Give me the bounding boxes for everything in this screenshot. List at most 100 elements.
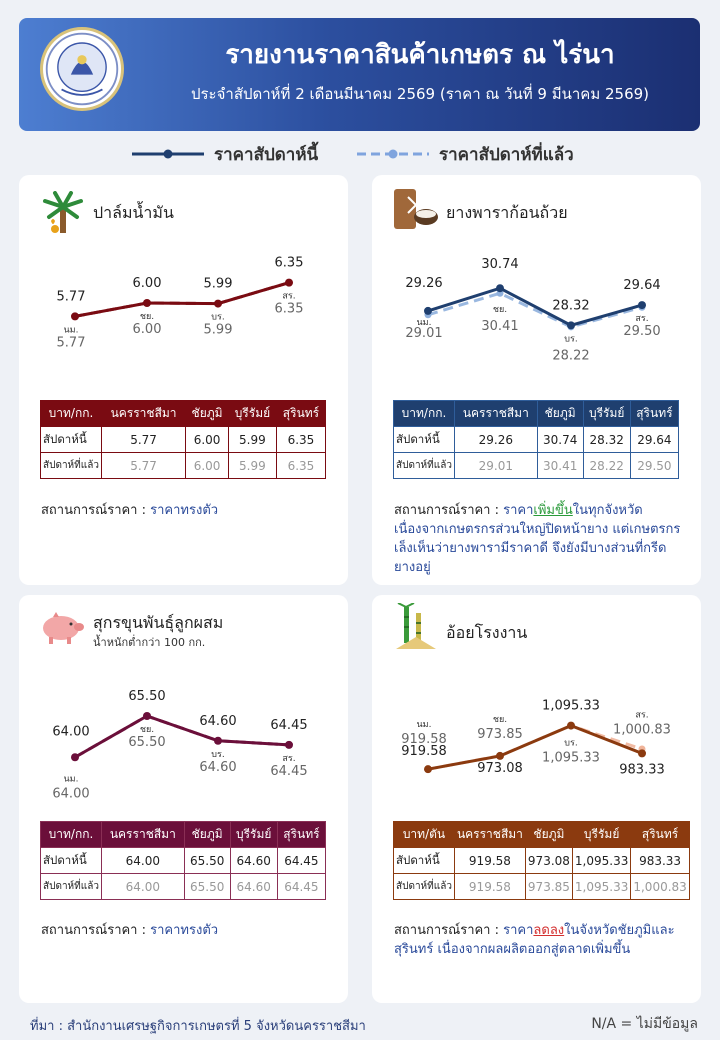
table-header-row: บาท/กก. นครราชสีมา ชัยภูมิ บุรีรัมย์ สุรินทร… [393, 400, 680, 427]
table-header-province: นครราชสีมา [100, 400, 187, 427]
table-cell-this-week: 64.45 [276, 847, 327, 874]
agency-seal-icon [40, 27, 124, 111]
point-this-week [638, 749, 646, 758]
status-text: ราคา [503, 503, 534, 518]
data-label-this-week: 6.35 [275, 256, 304, 271]
oil-palm-price-table: บาท/กก. นครราชสีมา ชัยภูมิ บุรีรัมย์ สุรินทร… [40, 400, 327, 479]
province-abbrev-label: บร. [211, 750, 224, 760]
sugarcane-price-table: บาท/ตัน นครราชสีมา ชัยภูมิ บุรีรัมย์ สุรินทร… [393, 821, 690, 900]
table-header-province: สุรินทร์ [630, 821, 690, 848]
point-this-week [285, 740, 293, 749]
table-cell-last-week: 6.35 [275, 452, 327, 479]
table-header-province: นครราชสีมา [100, 821, 185, 848]
series-this-week-line [427, 723, 643, 771]
table-cell-this-week: 64.60 [229, 847, 278, 874]
sugarcane-line-chart: 919.58 นม. 919.58 973.08 ชย. 973.85 1,095.33 บร… [401, 699, 671, 778]
table-row-last-week: สัปดาห์ที่แล้ว 919.58 973.85 1,095.33 1,000.… [393, 873, 690, 900]
province-abbrev-label: ชย. [493, 715, 507, 725]
data-label-this-week: 64.45 [270, 718, 307, 733]
pig-status: สถานการณ์ราคา : ราคาทรงตัว [41, 921, 331, 940]
point-this-week [143, 299, 151, 307]
table-cell-this-week: 983.33 [630, 847, 690, 874]
table-cell-this-week: 1,095.33 [571, 847, 632, 874]
data-label-last-week: 28.22 [552, 348, 589, 363]
row-label-last-week: สัปดาห์ที่แล้ว [393, 873, 455, 900]
table-cell-last-week: 65.50 [183, 873, 231, 900]
rubber-price-table: บาท/กก. นครราชสีมา ชัยภูมิ บุรีรัมย์ สุรินทร… [393, 400, 680, 479]
table-cell-this-week: 6.35 [275, 426, 327, 453]
legend-dashed-line-icon [357, 149, 429, 159]
table-row-this-week: สัปดาห์นี้ 64.00 65.50 64.60 64.45 [40, 847, 327, 874]
province-abbrev-label: นม. [417, 318, 432, 328]
status-text: ในทุกจังหวัด เนื่องจากเกษตรกรส่วนใหญ่ปิด… [394, 503, 681, 575]
table-header-province: ชัยภูมิ [536, 400, 584, 427]
data-label-last-week: 919.58 [401, 732, 447, 747]
report-title: รายงานราคาสินค้าเกษตร ณ ไร่นา [225, 40, 615, 70]
legend-solid-line-icon [132, 149, 204, 159]
card-oil-palm: ปาล์มน้ำมัน 5.77 นม. 5.77 6.00 ชย. 6.00 5.99 บร… [19, 175, 348, 585]
point-this-week [567, 721, 575, 730]
table-cell-last-week: 5.77 [100, 452, 187, 479]
province-abbrev-label: นม. [417, 720, 432, 730]
point-this-week [143, 712, 151, 720]
province-abbrev-label: บร. [211, 313, 224, 323]
data-label-this-week: 983.33 [619, 762, 665, 777]
source-note: ที่มา : สำนักงานเศรษฐกิจการเกษตรที่ 5 จั… [30, 1019, 366, 1034]
data-label-this-week: 29.64 [623, 278, 660, 293]
point-this-week [424, 306, 432, 315]
table-header-row: บาท/กก. นครราชสีมา ชัยภูมิ บุรีรัมย์ สุรินทร… [40, 400, 327, 427]
report-header [19, 18, 700, 131]
legend-last-week-label: ราคาสัปดาห์ที่แล้ว [439, 144, 574, 165]
data-label-last-week: 973.85 [477, 727, 523, 742]
table-cell-last-week: 919.58 [453, 873, 526, 900]
table-header-province: สุรินทร์ [275, 400, 327, 427]
oil-palm-status: สถานการณ์ราคา : ราคาทรงตัว [41, 501, 331, 520]
point-this-week [424, 765, 432, 774]
province-abbrev-label: สร. [282, 754, 295, 764]
table-cell-this-week: 29.64 [629, 426, 680, 453]
rubber-cup-icon [392, 187, 440, 239]
status-label: สถานการณ์ราคา : [394, 503, 504, 518]
card-title-sugarcane: อ้อยโรงงาน [446, 623, 528, 642]
legend-this-week-label: ราคาสัปดาห์นี้ [214, 144, 319, 165]
province-abbrev-label: สร. [282, 292, 295, 302]
status-label: สถานการณ์ราคา : [41, 503, 151, 518]
chart-legend: ราคาสัปดาห์นี้ ราคาสัปดาห์ที่แล้ว [0, 143, 720, 165]
data-label-last-week: 30.41 [481, 319, 518, 334]
table-header-province: นครราชสีมา [453, 821, 526, 848]
card-rubber: ยางพาราก้อนถ้วย 29.26 นม. 29.01 30.74 ชย. 30.… [372, 175, 701, 585]
data-label-this-week: 64.00 [52, 724, 89, 739]
data-label-last-week: 6.00 [133, 322, 162, 337]
table-header-province: ชัยภูมิ [524, 821, 573, 848]
point-this-week [496, 751, 504, 760]
data-label-this-week: 29.26 [405, 276, 442, 291]
rubber-line-chart: 29.26 นม.29.01 30.74 ชย. 30.41 28.32 บร. 28.22 2… [405, 257, 660, 363]
table-cell-last-week: 6.00 [185, 452, 229, 479]
data-label-last-week: 5.77 [57, 335, 86, 350]
table-cell-this-week: 919.58 [453, 847, 526, 874]
row-label-this-week: สัปดาห์นี้ [40, 847, 102, 874]
table-cell-this-week: 64.00 [100, 847, 185, 874]
row-label-this-week: สัปดาห์นี้ [393, 847, 455, 874]
data-label-this-week: 65.50 [128, 689, 165, 704]
pig-price-table: บาท/กก. นครราชสีมา ชัยภูมิ บุรีรัมย์ สุรินทร… [40, 821, 327, 900]
table-cell-this-week: 65.50 [183, 847, 231, 874]
data-label-this-week: 6.00 [133, 276, 162, 291]
data-label-this-week: 28.32 [552, 298, 589, 313]
oil-palm-line-chart: 5.77นม.5.776.00ชย.6.005.99บร.5.996.35สร.… [57, 256, 304, 351]
point-this-week [71, 312, 79, 321]
data-label-this-week: 64.60 [199, 714, 236, 729]
table-header-province: บุรีรัมย์ [229, 821, 278, 848]
table-header-province: สุรินทร์ [276, 821, 327, 848]
table-header-unit: บาท/กก. [40, 400, 102, 427]
series-last-week-line [74, 714, 290, 759]
series-last-week-line [427, 291, 643, 329]
point-this-week [214, 299, 222, 308]
legend-last-week: ราคาสัปดาห์ที่แล้ว [355, 143, 574, 165]
row-label-last-week: สัปดาห์ที่แล้ว [40, 873, 102, 900]
report-subtitle: ประจำสัปดาห์ที่ 2 เดือนมีนาคม 2569 (ราคา… [190, 85, 650, 103]
row-label-last-week: สัปดาห์ที่แล้ว [393, 452, 455, 479]
table-header-row: บาท/ตัน นครราชสีมา ชัยภูมิ บุรีรัมย์ สุรินทร… [393, 821, 690, 848]
table-cell-this-week: 29.26 [453, 426, 538, 453]
row-label-this-week: สัปดาห์นี้ [40, 426, 102, 453]
